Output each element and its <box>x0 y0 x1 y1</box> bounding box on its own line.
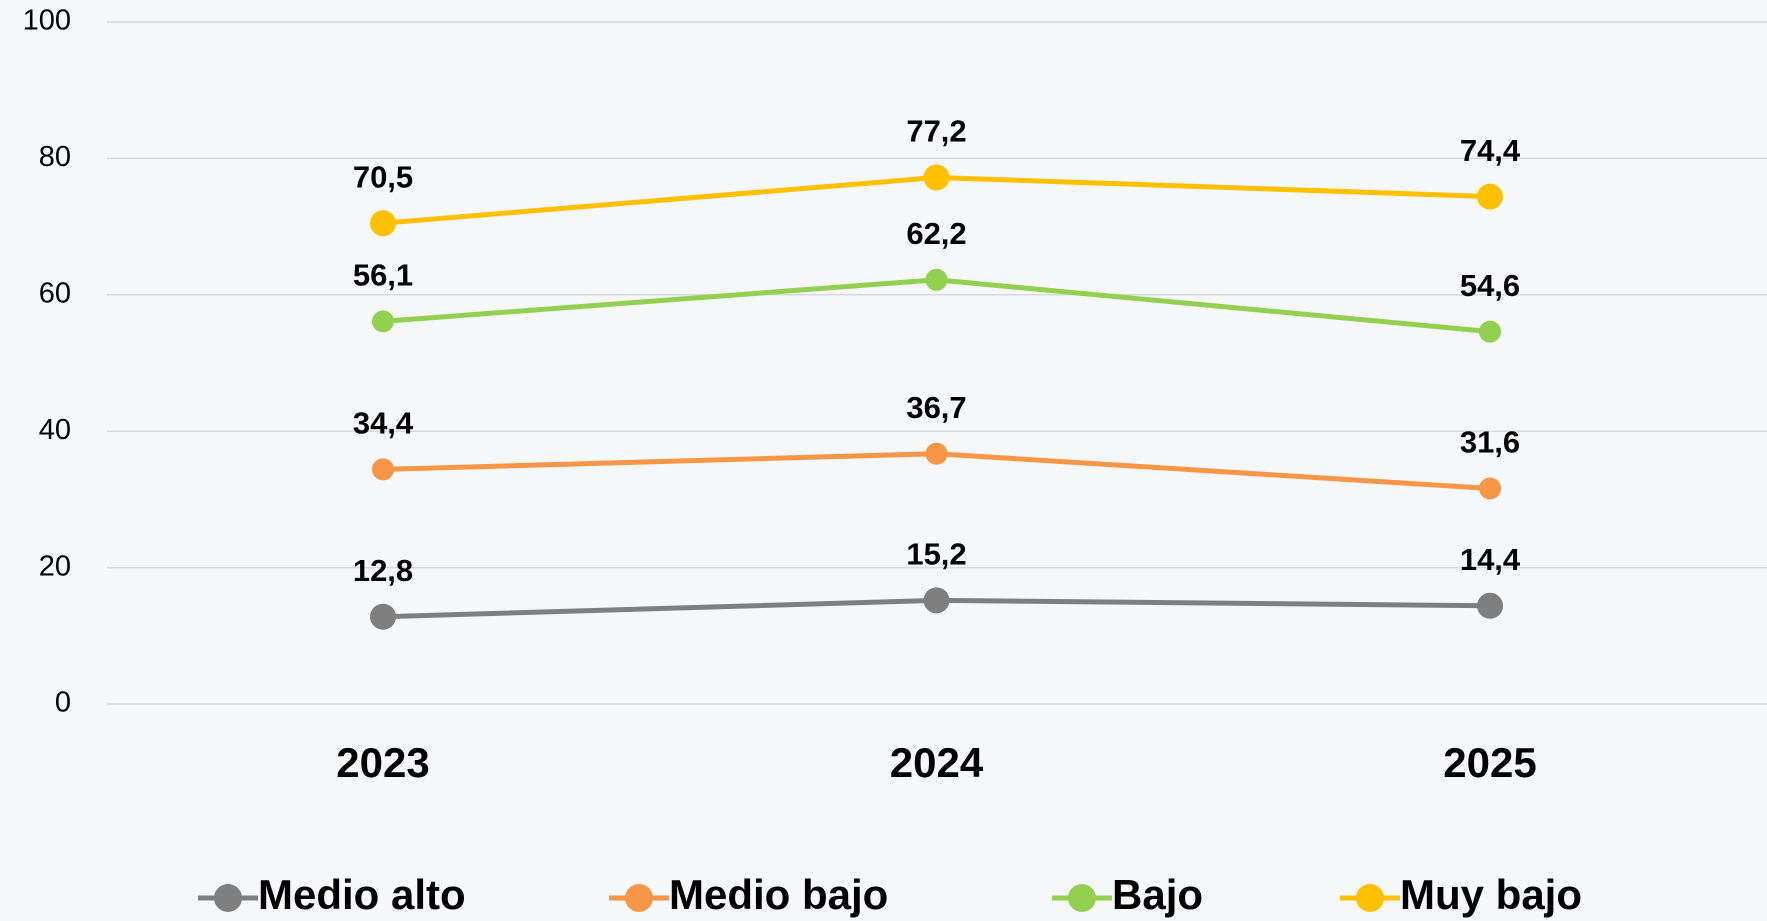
data-label: 12,8 <box>353 553 413 588</box>
data-label: 14,4 <box>1460 542 1521 577</box>
point <box>1479 320 1501 343</box>
data-label: 74,4 <box>1460 133 1521 168</box>
data-label: 34,4 <box>353 406 414 441</box>
y-tick-label: 60 <box>39 277 71 309</box>
data-label: 54,6 <box>1460 268 1520 303</box>
point <box>370 603 396 630</box>
data-label: 70,5 <box>353 159 413 194</box>
y-tick-label: 0 <box>55 687 71 719</box>
point <box>923 587 950 614</box>
y-tick-label: 20 <box>39 550 71 582</box>
legend-label: Muy bajo <box>1400 871 1582 918</box>
legend-marker <box>1068 884 1096 912</box>
point <box>1477 592 1503 619</box>
data-label: 62,2 <box>906 216 966 251</box>
point <box>923 164 950 191</box>
x-tick-label: 2025 <box>1443 739 1536 786</box>
data-label: 77,2 <box>906 114 966 149</box>
y-tick-label: 80 <box>39 141 71 173</box>
x-tick-label: 2023 <box>336 739 429 786</box>
point <box>370 210 396 237</box>
legend-marker <box>625 884 653 912</box>
x-tick-label: 2024 <box>890 739 984 786</box>
point <box>925 268 948 291</box>
point <box>1477 183 1503 210</box>
point <box>372 458 394 481</box>
data-label: 56,1 <box>353 258 413 293</box>
y-tick-label: 100 <box>23 5 71 37</box>
legend-label: Medio bajo <box>669 871 888 918</box>
data-label: 15,2 <box>906 537 966 572</box>
data-label: 36,7 <box>906 390 966 425</box>
y-tick-label: 40 <box>39 414 71 446</box>
point <box>925 442 948 465</box>
point <box>372 310 394 333</box>
legend-label: Medio alto <box>258 871 466 918</box>
data-label: 31,6 <box>1460 425 1520 460</box>
point <box>1479 477 1501 500</box>
legend-label: Bajo <box>1112 871 1203 918</box>
legend-marker <box>214 884 242 912</box>
legend-marker <box>1356 884 1384 912</box>
